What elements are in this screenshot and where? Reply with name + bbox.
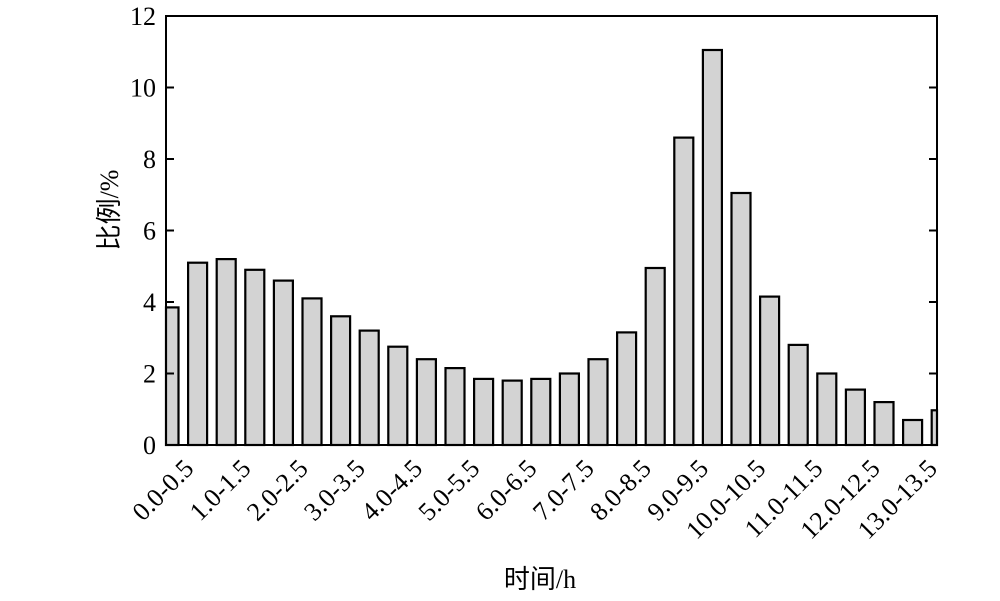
x-tick-label: 4.0-4.5 bbox=[355, 454, 428, 527]
bar-2.5-3.0 bbox=[301, 297, 323, 447]
bar-11.5-12.0 bbox=[816, 372, 838, 447]
y-tick-label: 12 bbox=[130, 2, 156, 31]
x-axis-title: 时间/h bbox=[504, 565, 576, 594]
bar-5.5-6.0 bbox=[473, 377, 495, 447]
bar-1.0-1.5 bbox=[215, 258, 237, 447]
y-tick-label: 4 bbox=[143, 288, 156, 317]
bar-10.0-10.5 bbox=[730, 191, 752, 447]
x-tick-label: 8.0-8.5 bbox=[584, 454, 657, 527]
bar-2.0-2.5 bbox=[272, 279, 294, 447]
bar-1.5-2.0 bbox=[244, 268, 266, 447]
x-tick-label: 5.0-5.5 bbox=[413, 454, 486, 527]
y-tick-label: 8 bbox=[143, 145, 156, 174]
y-tick-label: 0 bbox=[143, 431, 156, 460]
bar-11.0-11.5 bbox=[787, 343, 809, 447]
bar-0.5-1.0 bbox=[187, 261, 209, 447]
bar-4.5-5.0 bbox=[415, 358, 437, 447]
x-tick-label: 6.0-6.5 bbox=[470, 454, 543, 527]
x-tick-label: 1.0-1.5 bbox=[184, 454, 257, 527]
bar-0.0-0.5 bbox=[164, 306, 180, 447]
bar-10.5-11.0 bbox=[758, 295, 781, 447]
bar-9.0-9.5 bbox=[673, 136, 695, 447]
y-axis: 0 2 4 6 8 10 12 bbox=[130, 2, 937, 460]
x-tick-label: 2.0-2.5 bbox=[241, 454, 314, 527]
y-tick-label: 10 bbox=[130, 74, 156, 103]
x-axis: 0.0-0.51.0-1.52.0-2.53.0-3.54.0-4.55.0-5… bbox=[127, 454, 943, 545]
y-axis-title: 比例/% bbox=[95, 170, 124, 251]
bar-13.0-13.5 bbox=[901, 418, 924, 447]
bar-8.5-9.0 bbox=[644, 266, 666, 447]
bar-8.0-8.5 bbox=[615, 331, 638, 447]
bar-4.0-4.5 bbox=[387, 345, 409, 447]
bar-5.0-5.5 bbox=[444, 367, 466, 447]
bar-3.0-3.5 bbox=[330, 315, 352, 447]
y-tick-label: 6 bbox=[143, 217, 156, 246]
bar-6.5-7.0 bbox=[530, 377, 552, 447]
bar-7.5-8.0 bbox=[587, 358, 609, 447]
bar-9.5-10.0 bbox=[701, 48, 724, 447]
x-tick-label: 3.0-3.5 bbox=[298, 454, 371, 527]
x-tick-label: 7.0-7.5 bbox=[527, 454, 600, 527]
bar-12.5-13.0 bbox=[873, 401, 895, 447]
y-tick-label: 2 bbox=[143, 360, 156, 389]
bar-3.5-4.0 bbox=[358, 329, 380, 447]
x-tick-label: 0.0-0.5 bbox=[127, 454, 200, 527]
bar-7.0-7.5 bbox=[558, 372, 581, 447]
bar-6.0-6.5 bbox=[501, 379, 523, 447]
bars-group bbox=[164, 48, 939, 447]
bar-12.0-12.5 bbox=[844, 388, 867, 447]
